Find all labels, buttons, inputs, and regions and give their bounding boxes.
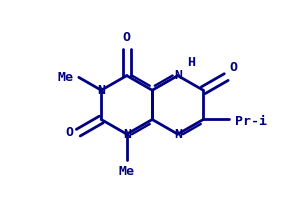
Text: H: H — [187, 56, 195, 69]
Text: Me: Me — [119, 165, 135, 178]
Text: O: O — [123, 31, 131, 44]
Text: O: O — [229, 61, 237, 74]
Text: N: N — [97, 84, 105, 97]
Text: N: N — [123, 128, 131, 141]
Text: O: O — [66, 126, 74, 139]
Text: N: N — [174, 128, 182, 141]
Text: N: N — [174, 69, 182, 82]
Text: Me: Me — [57, 71, 73, 84]
Text: Pr-i: Pr-i — [234, 115, 267, 128]
